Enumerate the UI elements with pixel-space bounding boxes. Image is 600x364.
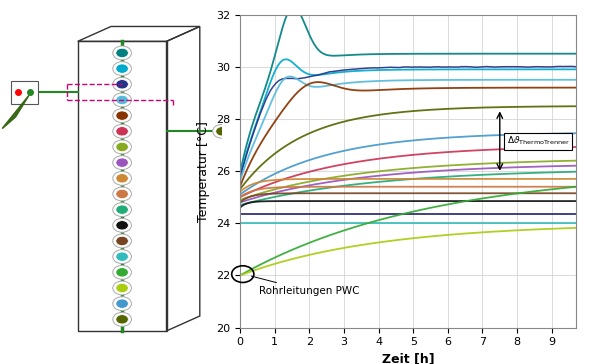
- Circle shape: [113, 140, 131, 154]
- Circle shape: [216, 127, 228, 136]
- Circle shape: [113, 218, 131, 232]
- Circle shape: [113, 234, 131, 248]
- Polygon shape: [2, 95, 29, 128]
- Polygon shape: [2, 95, 29, 128]
- Circle shape: [113, 46, 131, 60]
- Circle shape: [116, 236, 128, 246]
- Circle shape: [113, 265, 131, 279]
- Bar: [11, 80, 38, 104]
- Circle shape: [116, 283, 128, 293]
- Circle shape: [113, 77, 131, 91]
- Circle shape: [113, 203, 131, 217]
- Circle shape: [116, 189, 128, 199]
- Circle shape: [116, 80, 128, 89]
- Circle shape: [113, 109, 131, 123]
- Circle shape: [113, 156, 131, 170]
- Circle shape: [113, 312, 131, 326]
- Y-axis label: Temperatur [°C]: Temperatur [°C]: [197, 120, 211, 222]
- Circle shape: [113, 124, 131, 138]
- Circle shape: [116, 315, 128, 324]
- Circle shape: [116, 64, 128, 73]
- Circle shape: [113, 281, 131, 295]
- Circle shape: [116, 299, 128, 308]
- Circle shape: [212, 124, 232, 138]
- Circle shape: [116, 142, 128, 151]
- Circle shape: [116, 158, 128, 167]
- Circle shape: [116, 205, 128, 214]
- Circle shape: [113, 297, 131, 310]
- Circle shape: [116, 174, 128, 183]
- Circle shape: [116, 127, 128, 136]
- Circle shape: [113, 250, 131, 264]
- Circle shape: [116, 111, 128, 120]
- Circle shape: [113, 62, 131, 76]
- Circle shape: [116, 252, 128, 261]
- Circle shape: [113, 93, 131, 107]
- Circle shape: [116, 95, 128, 104]
- X-axis label: Zeit [h]: Zeit [h]: [382, 353, 434, 364]
- Circle shape: [116, 48, 128, 58]
- Text: Rohrleitungen PWC: Rohrleitungen PWC: [251, 276, 359, 296]
- Circle shape: [116, 221, 128, 230]
- Circle shape: [116, 268, 128, 277]
- Circle shape: [113, 171, 131, 185]
- Text: $\Delta\vartheta_{\rm ThermoTrenner}$: $\Delta\vartheta_{\rm ThermoTrenner}$: [507, 135, 569, 147]
- Circle shape: [113, 187, 131, 201]
